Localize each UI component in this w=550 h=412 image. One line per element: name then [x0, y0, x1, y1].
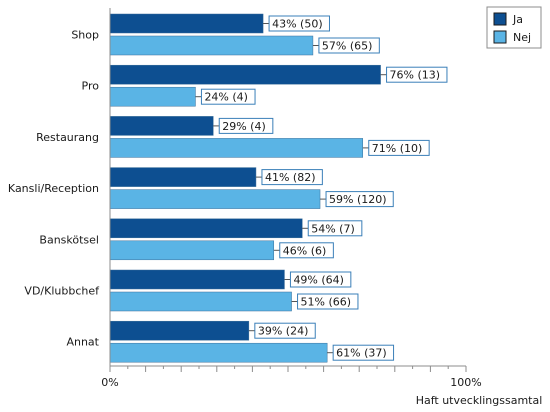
data-label-box: [318, 37, 380, 54]
data-label-box: [218, 117, 274, 134]
data-label-box: [268, 15, 330, 32]
bar-nej-annat: [109, 342, 328, 363]
data-label-ja-kansli-reception: 41% (82): [265, 171, 316, 184]
data-label-nej-restaurang: 71% (10): [372, 142, 423, 155]
data-label-box: [289, 271, 352, 288]
bar-ja-pro: [109, 64, 381, 85]
data-label-nej-annat: 61% (37): [336, 347, 387, 360]
bar-nej-bansk-tsel: [109, 240, 275, 261]
data-label-box: [332, 344, 395, 361]
legend-label-nej: Nej: [513, 31, 531, 44]
x-tick-label-max: 100%: [450, 376, 481, 389]
data-label-nej-kansli-reception: 59% (120): [329, 193, 387, 206]
data-label-box: [386, 66, 448, 83]
category-label-annat: Annat: [66, 336, 99, 349]
bar-ja-shop: [109, 13, 264, 34]
category-labels: Shop Pro Restaurang Kansli/Reception Bansköt…: [8, 29, 100, 349]
x-axis: 0% 100% Haft utvecklingssamtal: [101, 8, 542, 407]
category-label-vd-klubbchef: VD/Klubbchef: [24, 285, 100, 298]
data-label-nej-vd-klubbchef: 51% (66): [301, 296, 352, 309]
data-label-ja-shop: 43% (50): [272, 18, 323, 31]
data-label-ja-vd-klubbchef: 49% (64): [293, 274, 344, 287]
data-label-box: [307, 220, 363, 237]
x-tick-label-min: 0%: [101, 376, 118, 389]
bar-nej-pro: [109, 86, 196, 107]
legend-label-ja: Ja: [512, 13, 523, 26]
data-label-box: [200, 88, 256, 105]
data-label-box: [325, 191, 394, 208]
bar-ja-annat: [109, 320, 250, 341]
data-label-ja-annat: 39% (24): [258, 325, 309, 338]
bar-ja-kansli-reception: [109, 167, 257, 187]
x-axis-title: Haft utvecklingssamtal: [416, 394, 543, 407]
bar-ja-restaurang: [109, 116, 214, 136]
bar-nej-shop: [109, 35, 314, 56]
data-label-box: [279, 242, 334, 259]
data-label-box: [297, 293, 359, 310]
bar-ja-vd-klubbchef: [109, 269, 285, 290]
category-label-shop: Shop: [71, 29, 99, 42]
data-label-nej-bansk-tsel: 46% (6): [283, 244, 327, 257]
legend-swatch-nej: [493, 30, 507, 44]
data-label-ja-restaurang: 29% (4): [222, 120, 266, 133]
bar-nej-restaurang: [109, 138, 364, 158]
bar-nej-kansli-reception: [109, 189, 321, 209]
bar-ja-bansk-tsel: [109, 218, 303, 239]
data-label-box: [254, 322, 316, 339]
legend-swatch-ja: [493, 12, 507, 26]
category-label-bansk-tsel: Banskötsel: [39, 233, 99, 246]
data-label-nej-pro: 24% (4): [204, 91, 248, 104]
bars-layer: 43% (50) 57% (65) 76% (13) 24% (4) 29% (4) 71…: [109, 13, 448, 363]
data-label-nej-shop: 57% (65): [322, 40, 373, 53]
category-label-pro: Pro: [82, 80, 100, 93]
data-label-box: [368, 139, 430, 156]
data-label-box: [261, 169, 323, 186]
category-label-kansli-reception: Kansli/Reception: [8, 182, 99, 195]
category-label-restaurang: Restaurang: [36, 131, 99, 144]
legend: Ja Nej: [486, 6, 542, 49]
data-label-ja-pro: 76% (13): [390, 69, 441, 82]
data-label-ja-bansk-tsel: 54% (7): [311, 222, 355, 235]
bar-nej-vd-klubbchef: [109, 291, 292, 312]
